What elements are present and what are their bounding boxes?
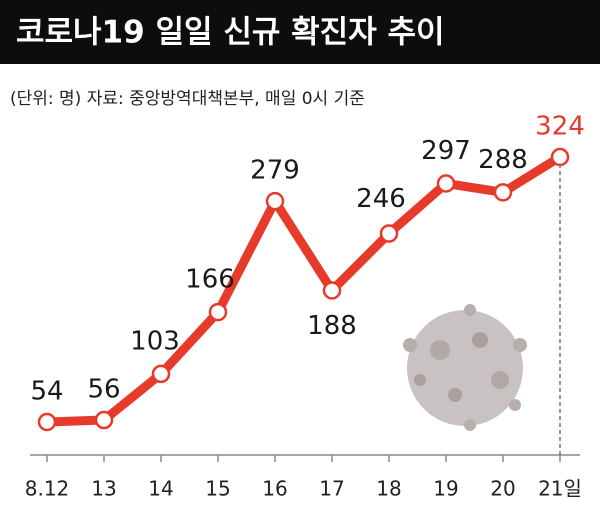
data-label: 246 — [356, 184, 406, 214]
data-label: 54 — [30, 377, 63, 407]
x-tick-label: 20 — [490, 477, 515, 501]
data-point — [94, 410, 114, 430]
data-line — [46, 153, 563, 427]
x-tick-label: 18 — [376, 477, 401, 501]
x-tick-label: 15 — [205, 477, 230, 501]
data-point — [151, 364, 171, 384]
data-point — [493, 183, 513, 202]
data-label: 166 — [185, 265, 235, 295]
data-point — [379, 224, 399, 243]
data-point — [37, 412, 57, 432]
data-point — [322, 281, 342, 300]
x-tick-label: 16 — [262, 477, 287, 501]
data-label: 288 — [478, 145, 528, 175]
data-label: 103 — [130, 326, 180, 356]
data-point — [550, 147, 570, 167]
data-label: 279 — [250, 156, 300, 186]
data-label: 297 — [421, 136, 471, 166]
data-point — [265, 191, 285, 211]
x-tick-label: 17 — [319, 477, 344, 501]
data-label: 188 — [307, 311, 357, 341]
chart-title: 코로나19 일일 신규 확진자 추이 — [16, 15, 445, 51]
x-tick-label: 8.12 — [25, 477, 70, 501]
title-bar — [0, 0, 600, 64]
data-point — [208, 302, 228, 322]
x-tick-label: 13 — [91, 477, 116, 501]
x-tick-label: 14 — [148, 477, 173, 501]
data-label: 324 — [535, 112, 585, 142]
x-tick-label: 21일 — [538, 477, 582, 501]
data-label: 56 — [87, 375, 120, 405]
virus-illustration — [403, 304, 527, 431]
chart-subtitle: (단위: 명) 자료: 중앙방역대책본부, 매일 0시 기준 — [10, 89, 365, 109]
data-point — [436, 174, 456, 193]
x-tick-label: 19 — [433, 477, 458, 501]
